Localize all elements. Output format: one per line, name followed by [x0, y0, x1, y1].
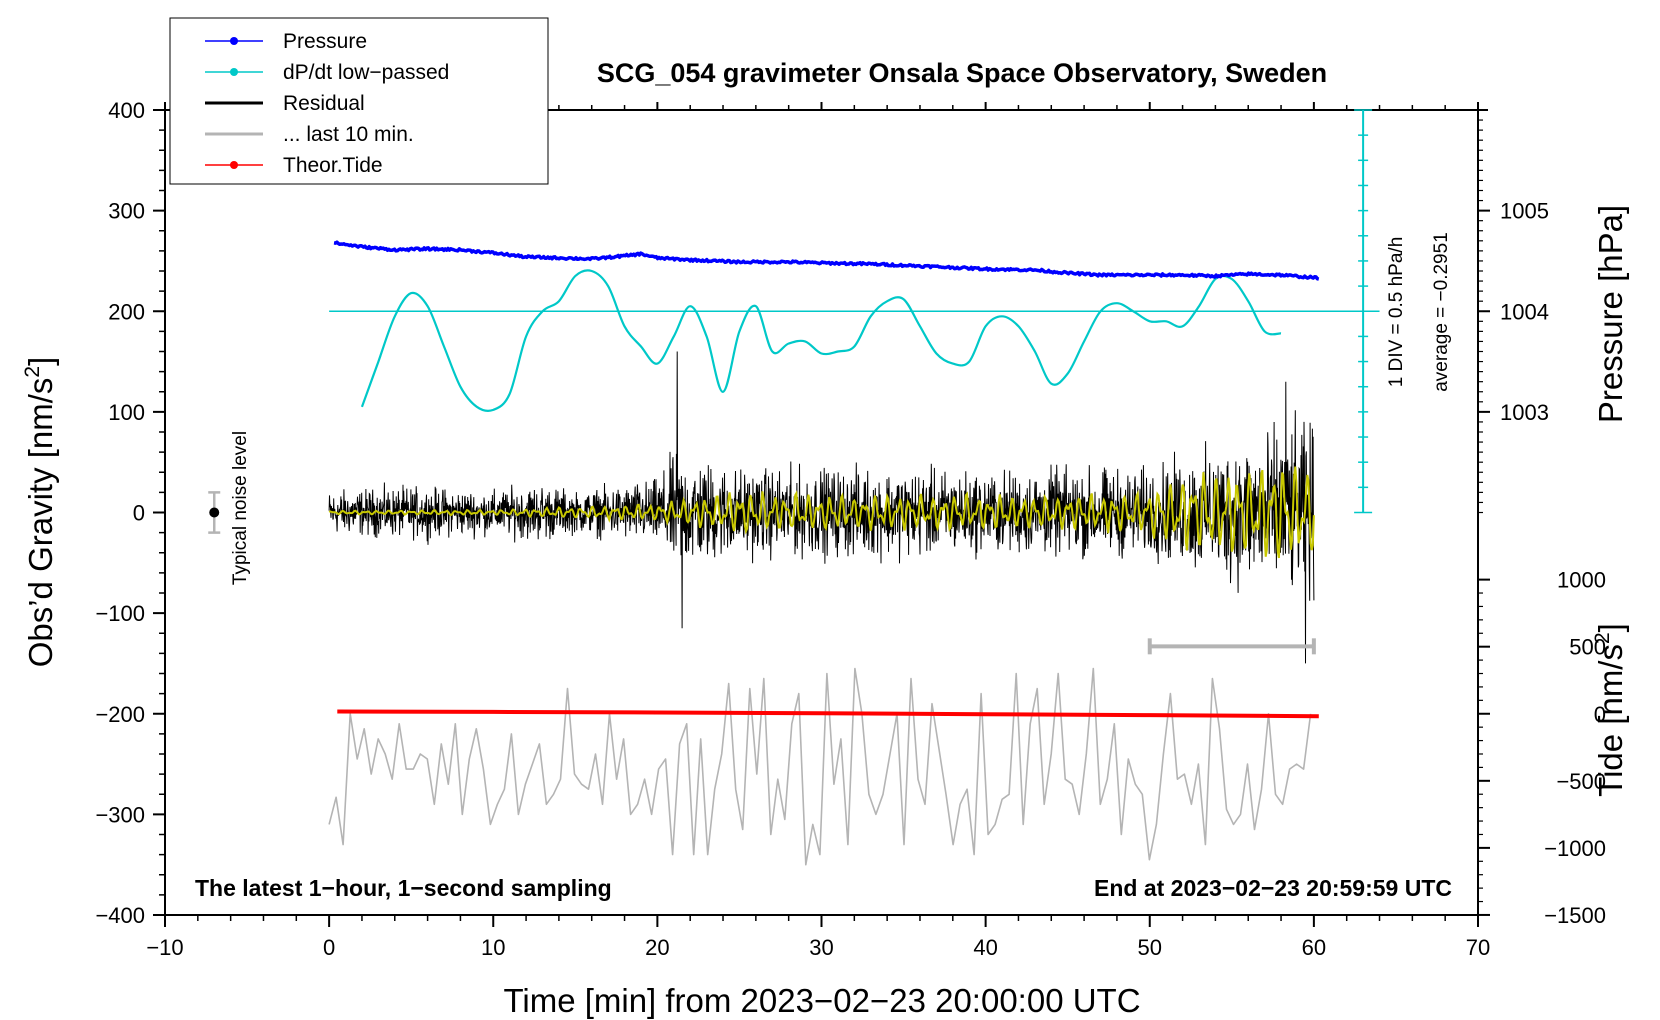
pressure-series: [333, 240, 1320, 281]
tide-tick-label: −1000: [1544, 836, 1606, 861]
y-axis-left-title-sup: 2: [21, 366, 44, 378]
legend-marker-dot: [230, 161, 238, 169]
end-time-annotation: End at 2023−02−23 20:59:59 UTC: [1094, 875, 1452, 901]
y-tick-label: 100: [108, 400, 145, 425]
residual-lowpass-series: [328, 466, 1315, 559]
pressure-tick-label: 1003: [1500, 400, 1549, 425]
tide-axis-title: Tide [nm/s2]: [1591, 623, 1629, 797]
x-axis-title: Time [min] from 2023−02−23 20:00:00 UTC: [503, 982, 1140, 1019]
dpdt-line: [360, 269, 1282, 412]
x-tick-label: 20: [645, 935, 669, 960]
legend-label-dpdt: dP/dt low−passed: [283, 61, 449, 84]
legend-label-pressure: Pressure: [283, 30, 367, 53]
x-axis-ticks: −10 0 10 20 30 40 50 60 70: [146, 102, 1490, 960]
y-axis-left-ticks: 400 300 200 100 0 −100 −200 −300 −400: [95, 98, 165, 928]
y-tick-label: −400: [95, 903, 145, 928]
legend-markers: [205, 37, 263, 169]
last-10-min-range-bar: [1147, 638, 1316, 655]
y-tick-label: −300: [95, 802, 145, 827]
last-10-min-line: [328, 667, 1312, 866]
tide-axis-ticks: 1000 500 0 −500 −1000 −1500: [1478, 568, 1606, 928]
y-tick-label: −100: [95, 601, 145, 626]
pressure-axis-ticks: 1005 1004 1003: [1478, 109, 1549, 514]
tide-axis-title-sup: 2: [1591, 632, 1614, 644]
dpdt-series: [360, 269, 1282, 412]
dpdt-scale-average-label: average = −0.2951: [1431, 232, 1452, 392]
legend-label-theoretical-tide: Theor.Tide: [283, 154, 383, 177]
pressure-tick-label: 1004: [1500, 299, 1549, 324]
tide-axis-title-close: ]: [1592, 623, 1629, 632]
noise-level-bar: [208, 491, 221, 534]
tide-tick-label: 500: [1569, 635, 1606, 660]
y-tick-label: 400: [108, 98, 145, 123]
pressure-line: [333, 240, 1320, 281]
tide-tick-label: 1000: [1557, 568, 1606, 593]
theoretical-tide-series: [337, 709, 1319, 719]
x-tick-label: 40: [973, 935, 997, 960]
sampling-annotation: The latest 1−hour, 1−second sampling: [195, 875, 612, 901]
y-axis-left-title-text: Obs’d Gravity [nm/s: [22, 378, 59, 668]
legend-label-last-10-min: ... last 10 min.: [283, 123, 414, 146]
tide-axis-title-text: Tide [nm/s: [1592, 644, 1629, 797]
y-tick-label: 300: [108, 199, 145, 224]
chart-title: SCG_054 gravimeter Onsala Space Observat…: [597, 58, 1327, 88]
x-tick-label: 30: [809, 935, 833, 960]
tide-tick-label: −1500: [1544, 903, 1606, 928]
x-tick-label: 0: [323, 935, 335, 960]
y-tick-label: 0: [133, 501, 145, 526]
y-tick-label: 200: [108, 299, 145, 324]
residual-lowpass-line: [328, 466, 1315, 559]
noise-bar-point: [209, 507, 220, 518]
dpdt-scale-bar: [1354, 109, 1373, 514]
y-tick-label: −200: [95, 702, 145, 727]
x-tick-label: 10: [481, 935, 505, 960]
legend-label-residual: Residual: [283, 92, 365, 115]
legend-marker-dot: [230, 68, 238, 76]
last-10-min-series: [328, 667, 1312, 866]
dpdt-scale-div-label: 1 DIV = 0.5 hPa/h: [1386, 237, 1407, 388]
y-axis-left-title-close: ]: [22, 357, 59, 366]
legend-marker-dot: [230, 37, 238, 45]
x-tick-label: 60: [1302, 935, 1326, 960]
tide-tick-label: −500: [1556, 769, 1606, 794]
legend: Pressure dP/dt low−passed Residual ... l…: [169, 17, 549, 185]
noise-level-label: Typical noise level: [230, 431, 251, 585]
y-axis-left-title: Obs’d Gravity [nm/s2]: [21, 357, 59, 668]
legend-box: [169, 17, 549, 185]
x-tick-label: 70: [1466, 935, 1490, 960]
tide-tick-label: 0: [1594, 702, 1606, 727]
x-tick-label: −10: [146, 935, 183, 960]
pressure-tick-label: 1005: [1500, 199, 1549, 224]
x-tick-label: 50: [1138, 935, 1162, 960]
tide-line: [337, 709, 1319, 719]
pressure-axis-title: Pressure [hPa]: [1592, 205, 1629, 423]
